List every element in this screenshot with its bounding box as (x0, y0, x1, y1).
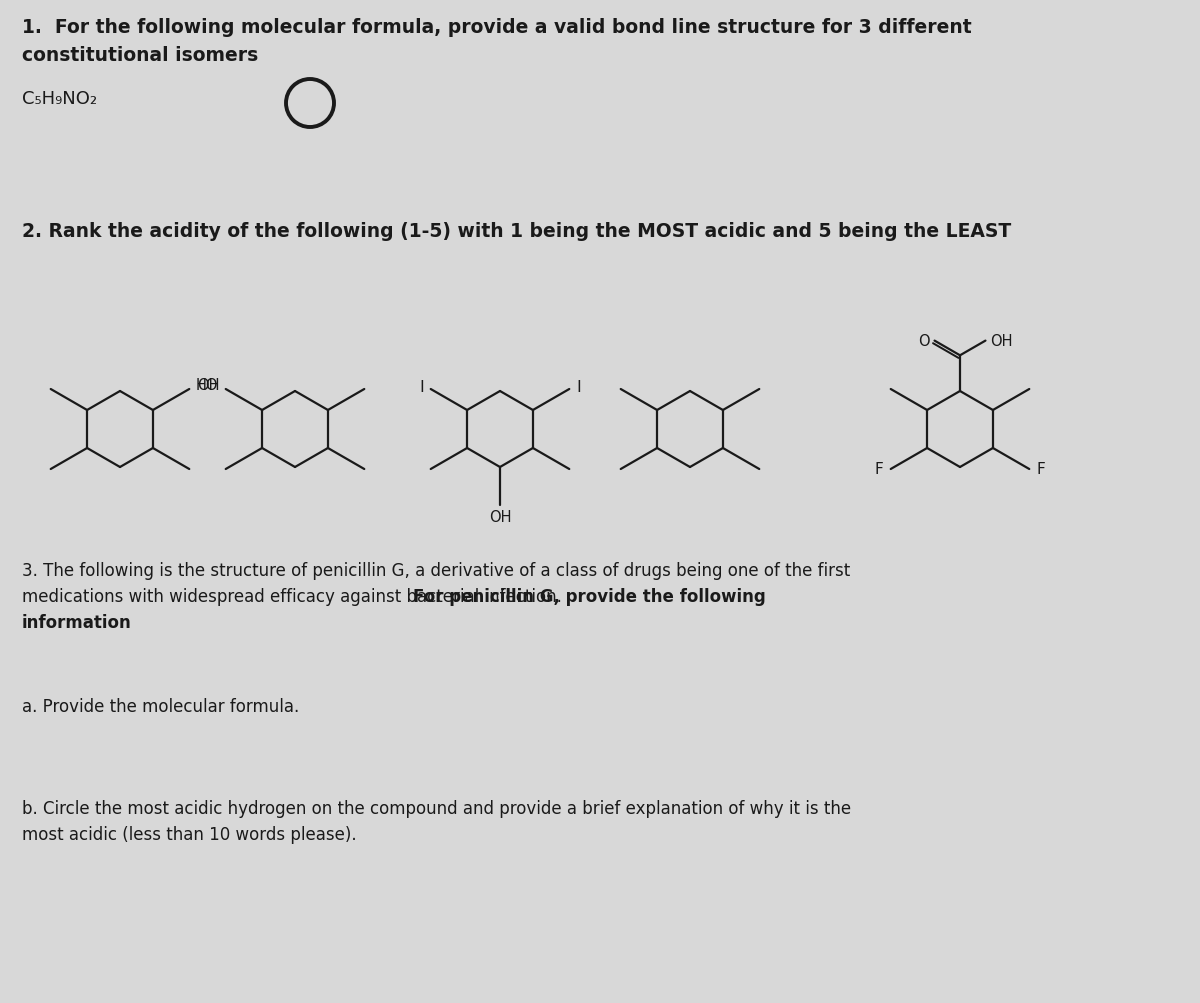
Text: OH: OH (990, 334, 1013, 349)
Text: most acidic (less than 10 words please).: most acidic (less than 10 words please). (22, 825, 356, 844)
Text: medications with widespread efficacy against bacterial infection.: medications with widespread efficacy aga… (22, 588, 568, 606)
Text: I: I (576, 379, 581, 394)
Text: O: O (918, 334, 930, 349)
Text: a. Provide the molecular formula.: a. Provide the molecular formula. (22, 697, 299, 715)
Text: C₅H₉NO₂: C₅H₉NO₂ (22, 90, 97, 108)
Text: F: F (875, 461, 883, 476)
Text: OH: OH (488, 510, 511, 525)
Text: HO: HO (196, 378, 217, 393)
Text: 3. The following is the structure of penicillin G, a derivative of a class of dr: 3. The following is the structure of pen… (22, 562, 851, 580)
Text: I: I (419, 379, 424, 394)
Text: 2. Rank the acidity of the following (1-5) with 1 being the MOST acidic and 5 be: 2. Rank the acidity of the following (1-… (22, 222, 1012, 241)
Text: constitutional isomers: constitutional isomers (22, 46, 258, 65)
Text: information: information (22, 614, 132, 631)
Text: OH: OH (197, 378, 220, 393)
Text: For penicillin G, provide the following: For penicillin G, provide the following (22, 588, 766, 606)
Text: b. Circle the most acidic hydrogen on the compound and provide a brief explanati: b. Circle the most acidic hydrogen on th… (22, 799, 851, 817)
Text: F: F (1037, 461, 1045, 476)
Text: 1.  For the following molecular formula, provide a valid bond line structure for: 1. For the following molecular formula, … (22, 18, 972, 37)
